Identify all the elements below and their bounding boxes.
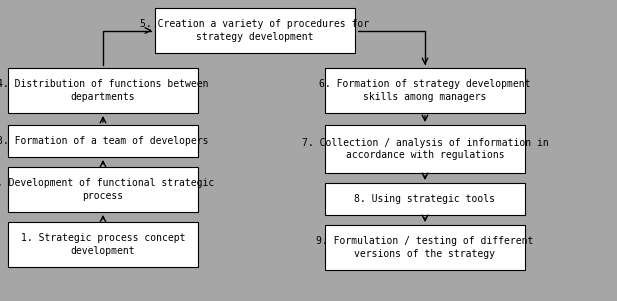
Bar	[8, 222, 198, 267]
Bar	[8, 167, 198, 212]
Text: 5. Creation a variety of procedures for
strategy development: 5. Creation a variety of procedures for …	[141, 19, 370, 42]
Bar	[325, 225, 525, 270]
Text: 3. Formation of a team of developers: 3. Formation of a team of developers	[0, 136, 209, 146]
Text: 2. Development of functional strategic
process: 2. Development of functional strategic p…	[0, 178, 215, 201]
Text: 7. Collection / analysis of information in
accordance with regulations: 7. Collection / analysis of information …	[302, 138, 549, 160]
Bar	[325, 125, 525, 173]
Bar	[325, 183, 525, 215]
Text: 9. Formulation / testing of different
versions of the strategy: 9. Formulation / testing of different ve…	[317, 236, 534, 259]
Bar	[155, 8, 355, 53]
Text: 6. Formation of strategy development
skills among managers: 6. Formation of strategy development ski…	[319, 79, 531, 102]
Text: 8. Using strategic tools: 8. Using strategic tools	[355, 194, 495, 204]
Text: 1. Strategic process concept
development: 1. Strategic process concept development	[21, 233, 185, 256]
Bar	[8, 68, 198, 113]
Bar	[8, 125, 198, 157]
Bar	[325, 68, 525, 113]
Text: 4. Distribution of functions between
departments: 4. Distribution of functions between dep…	[0, 79, 209, 102]
